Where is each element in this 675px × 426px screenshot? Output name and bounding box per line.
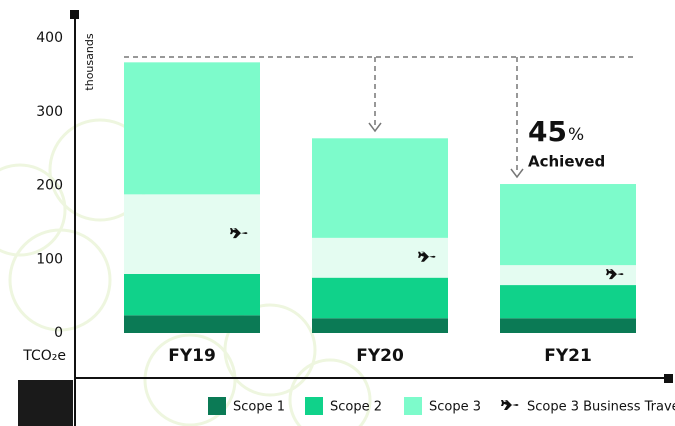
bar-segment [312, 138, 448, 238]
annotation-value: 45 [528, 115, 567, 148]
y-tick-label: 100 [36, 251, 63, 267]
bar-segment [124, 274, 260, 315]
bar-segment [312, 278, 448, 319]
bar-segment [124, 315, 260, 333]
legend-swatch [305, 397, 323, 415]
y-tick-label: 200 [36, 178, 63, 194]
bar-segment [500, 285, 636, 318]
bar-segment [500, 184, 636, 265]
annotation-unit: % [568, 125, 584, 145]
legend-label: Scope 3 [429, 400, 481, 415]
annotation-label: Achieved [528, 153, 605, 171]
x-tick-label: FY19 [168, 346, 216, 366]
legend-label: Scope 2 [330, 400, 382, 415]
chart: thousands TCO₂e 45 % Achieved 0 100 200 300… [0, 0, 675, 426]
corner-block [18, 380, 73, 426]
unit-label: thousands [83, 33, 96, 90]
x-tick-label: FY20 [356, 346, 404, 366]
plane-icon [501, 400, 519, 410]
legend-swatch [208, 397, 226, 415]
axis-cap [664, 374, 673, 383]
bar-segment [124, 62, 260, 194]
bar-segment [312, 318, 448, 333]
y-axis-label: TCO₂e [22, 348, 66, 364]
legend-swatch [404, 397, 422, 415]
y-tick-label: 400 [36, 30, 63, 46]
y-tick-label: 0 [54, 325, 63, 341]
legend-label: Scope 3 Business Travel [527, 400, 675, 415]
bar-segment [500, 318, 636, 333]
y-tick-label: 300 [36, 104, 63, 120]
x-tick-label: FY21 [544, 346, 592, 366]
legend-label: Scope 1 [233, 400, 285, 415]
